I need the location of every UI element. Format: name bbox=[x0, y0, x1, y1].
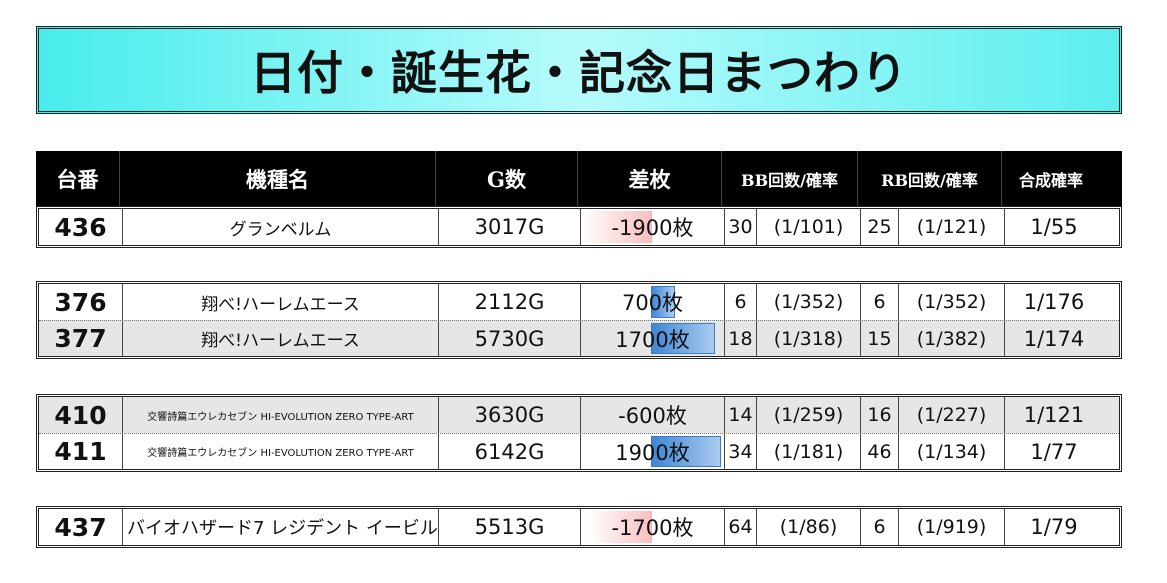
positive-diff-bar bbox=[651, 286, 675, 318]
difference-value: -1700枚 bbox=[611, 516, 694, 540]
bb-count: 18 bbox=[725, 321, 757, 356]
machine-name: 交響詩篇エウレカセブン HI-EVOLUTION ZERO TYPE-ART bbox=[123, 397, 439, 433]
bb-probability: (1/352) bbox=[757, 284, 861, 320]
machine-number: 437 bbox=[39, 509, 123, 545]
combined-probability: 1/176 bbox=[1023, 290, 1085, 314]
machine-group: 376 翔べ!ハーレムエース 2112G 700枚 6 (1/352) 6 (1… bbox=[36, 281, 1122, 359]
rb-count: 46 bbox=[861, 434, 899, 469]
machine-number: 410 bbox=[39, 397, 123, 433]
table-header: 台番 機種名 G数 差枚 BB回数/確率 RB回数/確率 合成確率 bbox=[36, 151, 1122, 207]
machine-name: 交響詩篇エウレカセブン HI-EVOLUTION ZERO TYPE-ART bbox=[123, 434, 439, 469]
combined-probability: 1/79 bbox=[1030, 515, 1078, 539]
rb-count: 6 bbox=[861, 284, 899, 320]
difference-value: 1900枚 bbox=[615, 440, 690, 465]
bb-probability: (1/181) bbox=[757, 434, 861, 469]
page-title: 日付・誕生花・記念日まつわり bbox=[250, 46, 908, 100]
game-count: 5513G bbox=[439, 509, 581, 545]
header-rb: RB回数/確率 bbox=[858, 151, 1002, 207]
combined-probability: 1/77 bbox=[1030, 439, 1078, 464]
difference-value: 1700枚 bbox=[615, 327, 690, 352]
bb-count: 34 bbox=[725, 434, 757, 469]
bb-probability: (1/259) bbox=[757, 397, 861, 433]
combined-probability: 1/174 bbox=[1023, 326, 1085, 351]
table-row: 376 翔べ!ハーレムエース 2112G 700枚 6 (1/352) 6 (1… bbox=[39, 284, 1119, 320]
game-count: 6142G bbox=[439, 434, 581, 469]
combined-probability: 1/55 bbox=[1030, 215, 1078, 239]
game-count: 3017G bbox=[439, 209, 581, 245]
difference-cell: -1700枚 bbox=[581, 509, 725, 545]
bb-count: 14 bbox=[725, 397, 757, 433]
game-count: 3630G bbox=[439, 397, 581, 433]
rb-probability: (1/134) bbox=[899, 434, 1005, 469]
rb-count: 16 bbox=[861, 397, 899, 433]
header-machine-name: 機種名 bbox=[120, 151, 436, 207]
machine-group: 437 バイオハザード7 レジデント イービル 5513G -1700枚 64 … bbox=[36, 506, 1122, 548]
bb-probability: (1/101) bbox=[757, 209, 861, 245]
machine-number: 411 bbox=[39, 434, 123, 469]
machine-name: グランベルム bbox=[123, 209, 439, 245]
bb-probability: (1/86) bbox=[757, 509, 861, 545]
rb-probability: (1/382) bbox=[899, 321, 1005, 356]
negative-diff-bar bbox=[581, 211, 652, 243]
machine-number: 436 bbox=[39, 209, 123, 245]
rb-probability: (1/121) bbox=[899, 209, 1005, 245]
negative-diff-bar bbox=[589, 511, 652, 543]
difference-cell: 1900枚 bbox=[581, 434, 725, 469]
difference-cell: -1900枚 bbox=[581, 209, 725, 245]
difference-value: 700枚 bbox=[621, 291, 684, 315]
machine-number: 377 bbox=[39, 321, 123, 356]
machine-name: 翔べ!ハーレムエース bbox=[123, 284, 439, 320]
rb-probability: (1/919) bbox=[899, 509, 1005, 545]
positive-diff-bar bbox=[651, 436, 721, 467]
machine-group: 436 グランベルム 3017G -1900枚 30 (1/101) 25 (1… bbox=[36, 206, 1122, 248]
header-machine-number: 台番 bbox=[36, 151, 120, 207]
machine-number: 376 bbox=[39, 284, 123, 320]
difference-cell: -600枚 bbox=[581, 397, 725, 433]
game-count: 2112G bbox=[439, 284, 581, 320]
rb-count: 25 bbox=[861, 209, 899, 245]
bb-count: 30 bbox=[725, 209, 757, 245]
header-game-count: G数 bbox=[436, 151, 578, 207]
rb-probability: (1/352) bbox=[899, 284, 1005, 320]
difference-value: -1900枚 bbox=[611, 216, 694, 240]
bb-count: 64 bbox=[725, 509, 757, 545]
difference-cell: 700枚 bbox=[581, 284, 725, 320]
positive-diff-bar bbox=[651, 323, 715, 354]
table-row: 410 交響詩篇エウレカセブン HI-EVOLUTION ZERO TYPE-A… bbox=[39, 397, 1119, 433]
machine-group: 410 交響詩篇エウレカセブン HI-EVOLUTION ZERO TYPE-A… bbox=[36, 394, 1122, 472]
machine-name: 翔べ!ハーレムエース bbox=[123, 321, 439, 356]
rb-count: 6 bbox=[861, 509, 899, 545]
table-row: 377 翔べ!ハーレムエース 5730G 1700枚 18 (1/318) 15… bbox=[39, 320, 1119, 356]
bb-probability: (1/318) bbox=[757, 321, 861, 356]
rb-probability: (1/227) bbox=[899, 397, 1005, 433]
header-difference: 差枚 bbox=[578, 151, 722, 207]
table-row: 436 グランベルム 3017G -1900枚 30 (1/101) 25 (1… bbox=[39, 209, 1119, 245]
bb-count: 6 bbox=[725, 284, 757, 320]
machine-name: バイオハザード7 レジデント イービル bbox=[123, 509, 439, 545]
game-count: 5730G bbox=[439, 321, 581, 356]
title-banner: 日付・誕生花・記念日まつわり bbox=[36, 26, 1122, 114]
table-row: 411 交響詩篇エウレカセブン HI-EVOLUTION ZERO TYPE-A… bbox=[39, 433, 1119, 469]
combined-probability: 1/121 bbox=[1023, 403, 1085, 427]
rb-count: 15 bbox=[861, 321, 899, 356]
header-combined: 合成確率 bbox=[1018, 171, 1083, 190]
difference-value: -600枚 bbox=[618, 404, 687, 428]
difference-cell: 1700枚 bbox=[581, 321, 725, 356]
header-bb: BB回数/確率 bbox=[722, 151, 858, 207]
table-row: 437 バイオハザード7 レジデント イービル 5513G -1700枚 64 … bbox=[39, 509, 1119, 545]
